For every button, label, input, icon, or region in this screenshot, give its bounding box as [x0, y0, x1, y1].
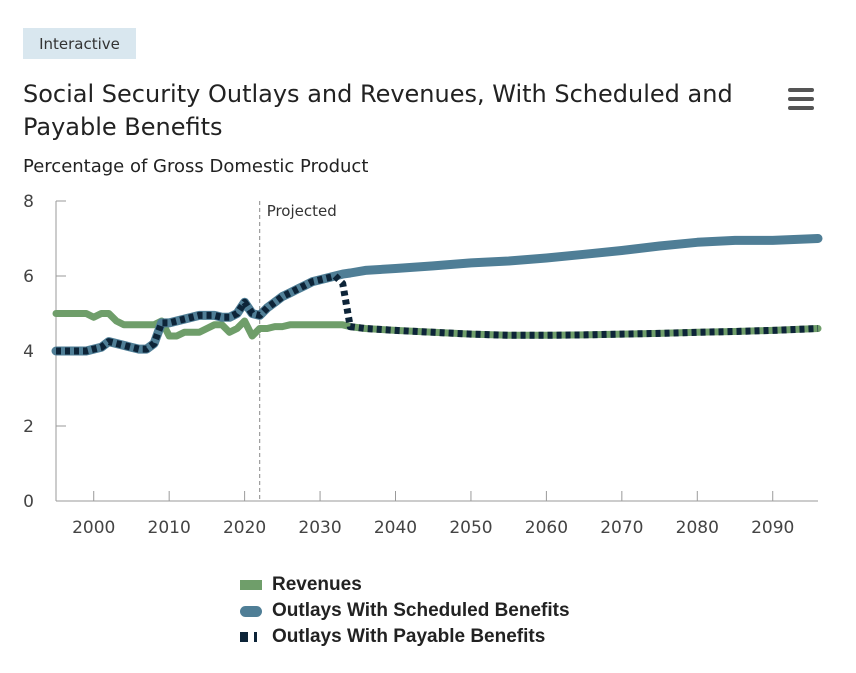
hamburger-icon [788, 106, 814, 110]
chart-menu-button[interactable] [788, 88, 814, 110]
x-tick-label: 2000 [72, 518, 115, 538]
payable-outlays-swatch [240, 632, 262, 642]
y-tick-label: 8 [23, 192, 34, 212]
x-tick-label: 2040 [374, 518, 417, 538]
x-tick-label: 2070 [600, 518, 643, 538]
y-tick-label: 4 [23, 342, 34, 362]
x-tick-label: 2020 [223, 518, 266, 538]
chart-legend: Revenues Outlays With Scheduled Benefits… [240, 572, 570, 650]
legend-label: Revenues [272, 574, 362, 595]
legend-item-revenues[interactable]: Revenues [240, 572, 570, 598]
scheduled-outlays-swatch [240, 605, 262, 617]
chart-subtitle: Percentage of Gross Domestic Product [23, 156, 369, 177]
revenues-swatch [240, 580, 262, 590]
x-tick-label: 2090 [751, 518, 794, 538]
legend-label: Outlays With Scheduled Benefits [272, 600, 570, 621]
y-tick-label: 0 [23, 492, 34, 512]
interactive-badge: Interactive [23, 28, 136, 59]
x-tick-label: 2080 [676, 518, 719, 538]
x-tick-label: 2060 [525, 518, 568, 538]
y-tick-label: 2 [23, 417, 34, 437]
y-tick-label: 6 [23, 267, 34, 287]
legend-label: Outlays With Payable Benefits [272, 626, 546, 647]
payable-outlays-line [56, 272, 819, 355]
hamburger-icon [788, 97, 814, 101]
projected-label: Projected [267, 202, 337, 220]
x-tick-label: 2050 [449, 518, 492, 538]
x-tick-label: 2030 [298, 518, 341, 538]
legend-item-payable-outlays[interactable]: Outlays With Payable Benefits [240, 624, 570, 650]
chart-title: Social Security Outlays and Revenues, Wi… [23, 80, 733, 141]
legend-item-scheduled-outlays[interactable]: Outlays With Scheduled Benefits [240, 598, 570, 624]
revenues-line [52, 310, 822, 340]
hamburger-icon [788, 88, 814, 92]
x-tick-label: 2010 [148, 518, 191, 538]
